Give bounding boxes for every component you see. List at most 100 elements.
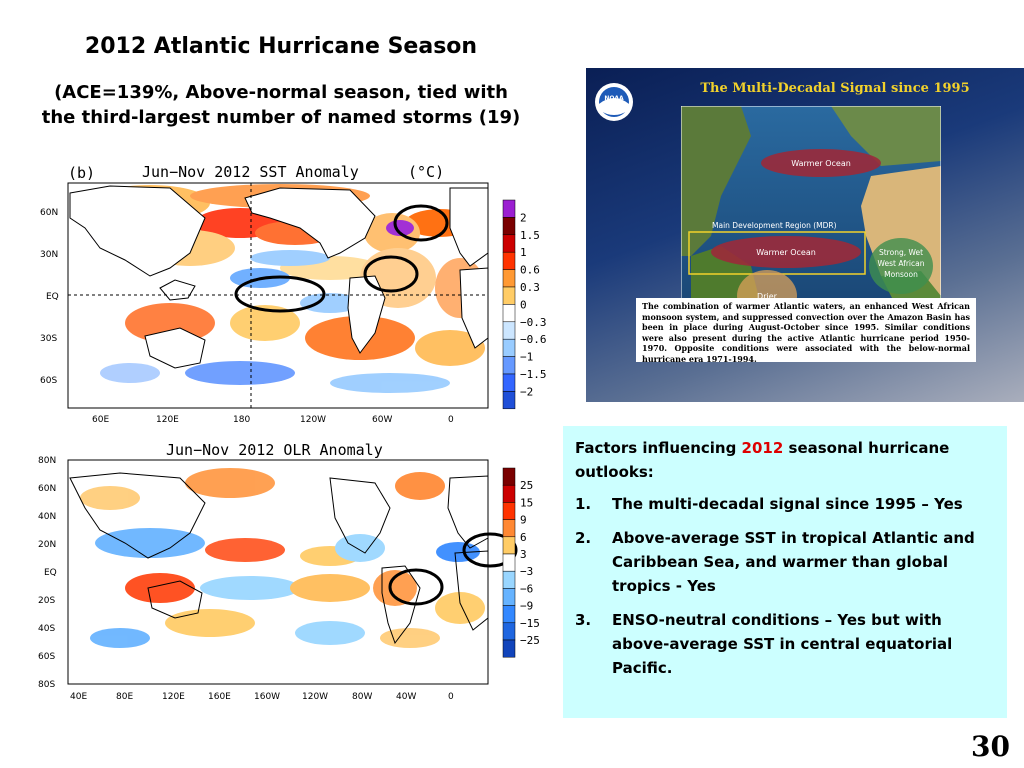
factors-heading-year: 2012 bbox=[741, 439, 784, 457]
olr-x-tick: 80W bbox=[352, 692, 372, 702]
factor-text: The multi-decadal signal since 1995 – Ye… bbox=[612, 495, 963, 513]
sst-oval-central-pacific bbox=[234, 275, 326, 313]
factor-number: 2. bbox=[575, 529, 592, 547]
factor-text: ENSO-neutral conditions – Yes but with a… bbox=[612, 611, 953, 677]
sst-colorbar-swatch bbox=[502, 217, 516, 236]
olr-x-tick: 120E bbox=[162, 692, 185, 702]
olr-y-tick: 20N bbox=[38, 540, 56, 550]
olr-colorbar-swatch bbox=[502, 502, 516, 520]
label-monsoon-1: Strong, Wet bbox=[879, 248, 923, 257]
olr-x-tick: 160W bbox=[254, 692, 280, 702]
sst-x-tick: 0 bbox=[448, 415, 454, 425]
factor-number: 3. bbox=[575, 611, 592, 629]
olr-colorbar-label: 6 bbox=[520, 531, 527, 544]
slide-title: 2012 Atlantic Hurricane Season bbox=[84, 34, 478, 59]
olr-x-tick: 160E bbox=[208, 692, 231, 702]
olr-colorbar-label: 3 bbox=[520, 548, 527, 561]
olr-colorbar-label: −6 bbox=[520, 582, 533, 595]
sst-x-tick: 60W bbox=[372, 415, 392, 425]
olr-y-tick: 20S bbox=[38, 596, 55, 606]
sst-y-tick: EQ bbox=[46, 292, 59, 302]
olr-colorbar-label: −3 bbox=[520, 565, 533, 578]
sst-colorbar-label: 0.6 bbox=[520, 264, 540, 277]
factor-item: 1. The multi-decadal signal since 1995 – … bbox=[575, 492, 995, 516]
factors-heading: Factors influencing 2012 seasonal hurric… bbox=[575, 436, 995, 484]
noaa-logo-text: NOAA bbox=[604, 95, 624, 102]
olr-y-tick: 60N bbox=[38, 484, 56, 494]
factor-text: Above-average SST in tropical Atlantic a… bbox=[612, 529, 975, 595]
sst-colorbar-label: −1 bbox=[520, 351, 533, 364]
sst-map-plot bbox=[67, 182, 489, 409]
factors-list: 1. The multi-decadal signal since 1995 – … bbox=[575, 492, 995, 680]
sst-colorbar-swatch bbox=[502, 391, 516, 410]
olr-x-axis: 40E 80E 120E 160E 160W 120W 80W 40W 0 bbox=[70, 692, 454, 702]
sst-colorbar-label: 0 bbox=[520, 298, 527, 311]
subtitle-line-1: (ACE=139%, Above-normal season, tied wit… bbox=[54, 82, 508, 103]
olr-y-tick: EQ bbox=[44, 568, 57, 578]
sst-colorbar-label: −0.6 bbox=[520, 333, 547, 346]
olr-colorbar-swatch bbox=[502, 519, 516, 538]
label-warmer-ocean-mdr: Warmer Ocean bbox=[756, 248, 816, 257]
slide-number: 30 bbox=[971, 730, 1010, 763]
slide-subtitle: (ACE=139%, Above-normal season, tied wit… bbox=[0, 80, 562, 130]
olr-x-tick: 80E bbox=[116, 692, 133, 702]
sst-colorbar-swatch bbox=[502, 286, 516, 305]
olr-colorbar-swatch bbox=[502, 467, 516, 486]
sst-y-tick: 60S bbox=[40, 376, 57, 386]
olr-map-plot bbox=[67, 459, 518, 685]
sst-panel-label: (b) bbox=[68, 164, 95, 182]
olr-oval-atlantic-mdr bbox=[462, 532, 518, 568]
sst-colorbar: 2 1.5 1 0.6 0.3 0 −0.3 −0.6 −1 −1.5 −2 bbox=[502, 199, 547, 410]
olr-x-tick: 40W bbox=[396, 692, 416, 702]
sst-y-tick: 30N bbox=[40, 250, 58, 260]
factors-heading-before: Factors influencing bbox=[575, 439, 742, 457]
olr-y-tick: 40S bbox=[38, 624, 55, 634]
olr-colorbar-label: 25 bbox=[520, 479, 533, 492]
sst-map-unit: (°C) bbox=[408, 163, 444, 181]
olr-colorbar: 25 15 9 6 3 −3 −6 −9 −15 −25 bbox=[502, 467, 540, 658]
sst-x-tick: 180 bbox=[233, 415, 250, 425]
olr-colorbar-swatch bbox=[502, 536, 516, 555]
olr-colorbar-swatch bbox=[502, 622, 516, 641]
label-monsoon-2: West African bbox=[878, 259, 925, 268]
noaa-figure-title: The Multi-Decadal Signal since 1995 bbox=[700, 81, 970, 96]
sst-colorbar-label: 1 bbox=[520, 246, 527, 259]
sst-oval-tropical-atlantic bbox=[363, 255, 419, 293]
sst-colorbar-label: −0.3 bbox=[520, 316, 547, 329]
sst-colorbar-swatch bbox=[502, 251, 516, 270]
olr-colorbar-swatch bbox=[502, 639, 516, 658]
olr-y-axis: 80N 60N 40N 20N EQ 20S 40S 60S 80S bbox=[38, 456, 57, 690]
olr-x-tick: 40E bbox=[70, 692, 87, 702]
sst-colorbar-swatch bbox=[502, 269, 516, 288]
sst-colorbar-label: −1.5 bbox=[520, 368, 547, 381]
olr-colorbar-label: −25 bbox=[520, 634, 540, 647]
sst-colorbar-label: −2 bbox=[520, 385, 533, 398]
sst-colorbar-swatch bbox=[502, 304, 516, 323]
noaa-multidecadal-figure: NOAA The Multi-Decadal Signal since 1995… bbox=[586, 68, 1024, 402]
sst-colorbar-swatch bbox=[502, 338, 516, 357]
sst-map-title: Jun−Nov 2012 SST Anomaly bbox=[142, 163, 359, 181]
factor-item: 2. Above-average SST in tropical Atlantic… bbox=[575, 526, 995, 598]
olr-colorbar-label: 9 bbox=[520, 514, 527, 527]
olr-map-title: Jun−Nov 2012 OLR Anomaly bbox=[166, 441, 383, 459]
sst-x-tick: 120W bbox=[300, 415, 326, 425]
olr-colorbar-swatch bbox=[502, 588, 516, 606]
sst-oval-north-atlantic bbox=[393, 204, 449, 242]
olr-colorbar-label: 15 bbox=[520, 496, 533, 509]
olr-oval-amazon bbox=[388, 568, 444, 606]
olr-y-tick: 60S bbox=[38, 652, 55, 662]
factors-box: Factors influencing 2012 seasonal hurric… bbox=[563, 426, 1007, 718]
olr-y-tick: 80N bbox=[38, 456, 56, 466]
noaa-logo: NOAA bbox=[595, 83, 633, 121]
olr-y-tick: 40N bbox=[38, 512, 56, 522]
label-monsoon-3: Monsoon bbox=[884, 270, 918, 279]
sst-colorbar-swatch bbox=[502, 321, 516, 340]
sst-colorbar-swatch bbox=[502, 199, 516, 218]
olr-y-tick: 80S bbox=[38, 680, 55, 690]
label-warmer-ocean-north: Warmer Ocean bbox=[791, 159, 851, 168]
factor-item: 3. ENSO-neutral conditions – Yes but with… bbox=[575, 608, 995, 680]
factor-number: 1. bbox=[575, 495, 592, 513]
sst-y-tick: 60N bbox=[40, 208, 58, 218]
olr-colorbar-swatch bbox=[502, 570, 516, 589]
olr-anomaly-map: Jun−Nov 2012 OLR Anomaly bbox=[30, 438, 550, 708]
